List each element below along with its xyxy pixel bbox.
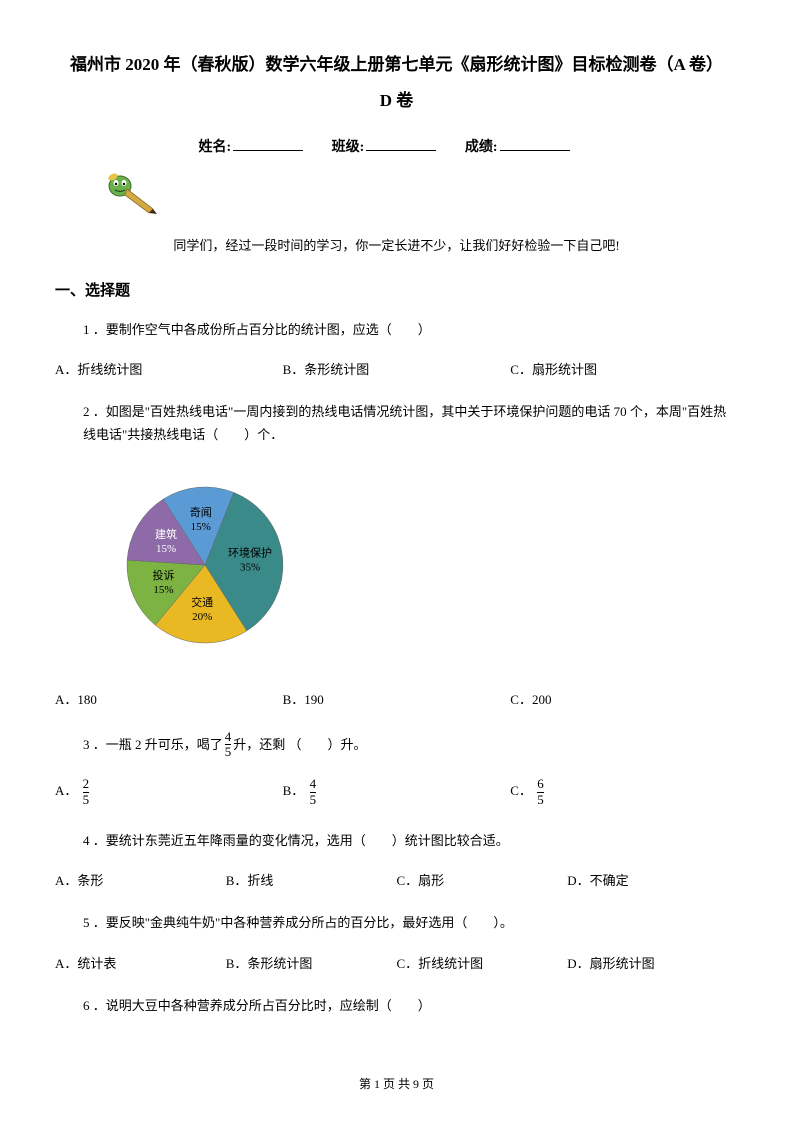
svg-text:15%: 15% [191, 521, 211, 533]
svg-text:奇闻: 奇闻 [190, 505, 212, 519]
name-label: 姓名: [198, 140, 231, 155]
score-label: 成绩: [465, 140, 498, 155]
q5-option-d: D．扇形统计图 [567, 953, 738, 972]
pie-chart: 奇闻 15% 环境保护 35% 交通 20% 投诉 15% 建筑 15% [105, 465, 738, 669]
q1-option-b: B．条形统计图 [283, 359, 511, 378]
q2-option-b: B．190 [283, 689, 511, 708]
q4-option-d: D．不确定 [567, 870, 738, 889]
svg-text:投诉: 投诉 [152, 568, 174, 582]
svg-text:建筑: 建筑 [155, 527, 177, 541]
q3-prefix: 3 ．一瓶 2 升可乐，喝了 [83, 733, 223, 756]
page-footer: 第 1 页 共 9 页 [0, 1075, 793, 1092]
question-2-options: A．180 B．190 C．200 [55, 689, 738, 708]
q4-option-a: A．条形 [55, 870, 226, 889]
q2-option-a: A．180 [55, 689, 283, 708]
score-blank[interactable] [500, 150, 570, 151]
q5-option-a: A．统计表 [55, 953, 226, 972]
question-3: 3 ．一瓶 2 升可乐，喝了 4 5 升，还剩 （ ）升。 [55, 730, 738, 760]
class-label: 班级: [332, 140, 365, 155]
svg-text:环境保护: 环境保护 [228, 546, 272, 560]
question-3-options: A． 25 B． 45 C． 65 [55, 777, 738, 807]
q3-option-c: C． 65 [510, 777, 738, 807]
svg-text:交通: 交通 [191, 595, 213, 609]
question-5: 5 ．要反映"金典纯牛奶"中各种营养成分所占的百分比，最好选用（ ）。 [55, 911, 738, 934]
pencil-icon [105, 171, 738, 220]
q1-option-a: A．折线统计图 [55, 359, 283, 378]
class-blank[interactable] [366, 150, 436, 151]
q5-option-b: B．条形统计图 [226, 953, 397, 972]
page-title: 福州市 2020 年（春秋版）数学六年级上册第七单元《扇形统计图》目标检测卷（A… [55, 50, 738, 81]
question-1: 1 ．要制作空气中各成份所占百分比的统计图，应选（ ） [55, 318, 738, 341]
q5-option-c: C．折线统计图 [397, 953, 568, 972]
question-1-options: A．折线统计图 B．条形统计图 C．扇形统计图 [55, 359, 738, 378]
q3-fraction: 4 5 [225, 730, 232, 760]
question-2: 2 ．如图是"百姓热线电话"一周内接到的热线电话情况统计图，其中关于环境保护问题… [55, 400, 738, 447]
q1-option-c: C．扇形统计图 [510, 359, 738, 378]
svg-text:35%: 35% [240, 562, 260, 574]
question-6: 6 ．说明大豆中各种营养成分所占百分比时，应绘制（ ） [55, 994, 738, 1017]
q4-option-c: C．扇形 [397, 870, 568, 889]
svg-text:20%: 20% [192, 611, 212, 623]
q3-option-a: A． 25 [55, 777, 283, 807]
svg-text:15%: 15% [153, 584, 173, 596]
question-5-options: A．统计表 B．条形统计图 C．折线统计图 D．扇形统计图 [55, 953, 738, 972]
page-subtitle: D 卷 [55, 86, 738, 111]
question-4-options: A．条形 B．折线 C．扇形 D．不确定 [55, 870, 738, 889]
q2-option-c: C．200 [510, 689, 738, 708]
section-1-title: 一、选择题 [55, 279, 738, 300]
q3-option-b: B． 45 [283, 777, 511, 807]
encourage-text: 同学们，经过一段时间的学习，你一定长进不少，让我们好好检验一下自己吧! [55, 235, 738, 254]
svg-text:15%: 15% [156, 543, 176, 555]
name-blank[interactable] [233, 150, 303, 151]
q3-suffix: 升，还剩 （ ）升。 [233, 733, 366, 756]
student-info-line: 姓名: 班级: 成绩: [55, 136, 738, 156]
question-4: 4 ．要统计东莞近五年降雨量的变化情况，选用（ ）统计图比较合适。 [55, 829, 738, 852]
q4-option-b: B．折线 [226, 870, 397, 889]
